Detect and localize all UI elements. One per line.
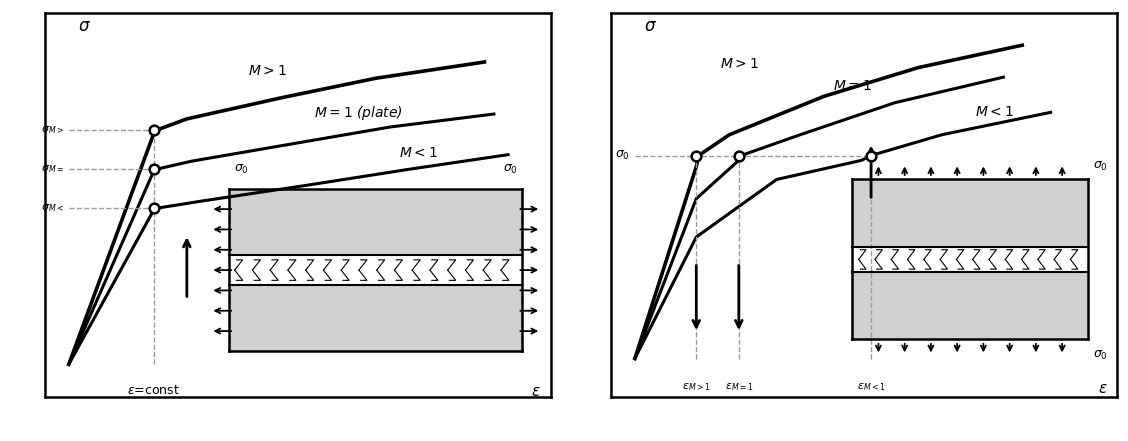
Text: $\varepsilon$=const: $\varepsilon$=const — [127, 384, 180, 397]
Text: $\varepsilon_{M>1}$: $\varepsilon_{M>1}$ — [682, 381, 711, 393]
Text: $\sigma_{M>}$: $\sigma_{M>}$ — [41, 124, 64, 136]
Text: $\sigma_0$: $\sigma_0$ — [503, 163, 518, 176]
Text: $\sigma_0$: $\sigma_0$ — [615, 149, 631, 162]
Text: $\sigma_0$: $\sigma_0$ — [1093, 160, 1108, 173]
Text: $M=1$: $M=1$ — [834, 79, 872, 93]
Text: $\varepsilon_{M=1}$: $\varepsilon_{M=1}$ — [724, 381, 754, 393]
Text: $\sigma_{M<}$: $\sigma_{M<}$ — [41, 202, 64, 214]
Text: $M>1$: $M>1$ — [248, 64, 287, 78]
Text: $\varepsilon_{M<1}$: $\varepsilon_{M<1}$ — [857, 381, 885, 393]
Text: $\sigma_0$: $\sigma_0$ — [1093, 349, 1108, 362]
Text: $\sigma$: $\sigma$ — [78, 17, 91, 35]
Text: $\varepsilon$: $\varepsilon$ — [531, 384, 541, 399]
Bar — [229, 189, 522, 255]
Text: $\sigma_0$: $\sigma_0$ — [235, 163, 249, 176]
Text: $\sigma$: $\sigma$ — [644, 17, 658, 35]
Bar — [852, 179, 1089, 247]
Text: $M<1$: $M<1$ — [975, 105, 1014, 119]
Text: $\varepsilon$: $\varepsilon$ — [1098, 381, 1108, 396]
Bar — [852, 272, 1089, 340]
Text: $M<1$: $M<1$ — [399, 146, 438, 160]
Text: $M=1$ (plate): $M=1$ (plate) — [315, 104, 403, 122]
Bar — [229, 285, 522, 351]
Text: $\sigma_{M=}$: $\sigma_{M=}$ — [41, 164, 64, 175]
Text: $M>1$: $M>1$ — [720, 57, 758, 71]
